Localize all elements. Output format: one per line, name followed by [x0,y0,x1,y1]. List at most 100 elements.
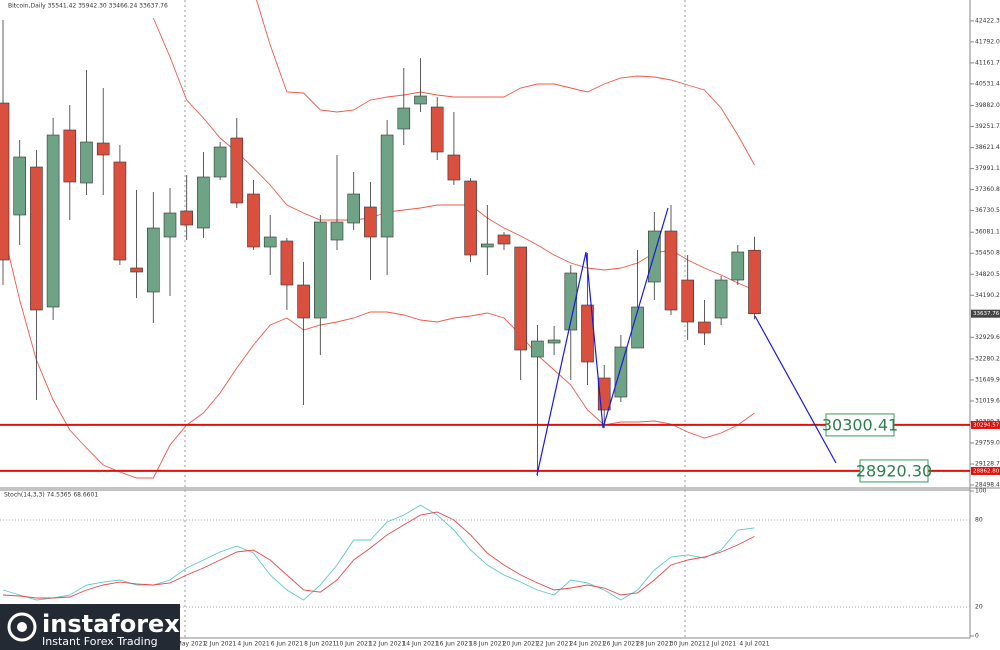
x-tick-label: 8 Jun 2021 [304,641,336,648]
candle-body [681,279,695,323]
stoch-title: Stoch(14,3,3) 74.5365 68.6601 [4,492,98,499]
candle-body [147,227,160,293]
candle-body [614,346,628,398]
x-tick-label: 28 Jun 2021 [636,641,672,648]
candle-body [664,230,678,311]
candle-body [130,267,143,273]
y-tick-label: 36081.10 [975,229,1000,236]
trend-lines [536,207,837,476]
y-tick-label: 100 [975,488,987,495]
y-tick-label: 37991.10 [975,165,1000,172]
y-tick-label: 40531.40 [975,80,1000,87]
candle-body [0,102,10,261]
candle-body [731,251,745,281]
x-tick-label: 6 Jun 2021 [271,641,303,648]
level-label-box [825,413,895,437]
candle-body [464,180,477,256]
x-tick-label: 14 Jun 2021 [402,641,438,648]
candle-body [748,249,761,314]
candle-body [30,166,43,311]
y-tick-label: 32280.20 [975,355,1000,362]
x-tick-label: 2 Jun 2021 [204,641,236,648]
indicator-line [2,229,755,479]
candle-body [631,306,644,349]
x-tick-label: 10 Jun 2021 [336,641,372,648]
logo-icon [17,622,27,632]
candle-body [531,340,544,358]
y-tick-label: 0 [975,633,979,640]
y-tick-label: 34820.50 [975,271,1000,278]
main-pane [0,0,970,479]
logo-box [0,604,180,650]
y-tick-label: 80 [975,517,983,524]
level-label-box [859,459,929,483]
candle-body [96,142,110,156]
y-tick-label: 39251.70 [975,123,1000,130]
candle-body [397,107,411,130]
x-tick-label: 4 Jul 2021 [739,641,769,648]
indicator-line [2,511,755,599]
price-box [971,309,1000,318]
level-axis-label: 30294.57 [973,422,1000,428]
y-tick-label: 37360.80 [975,186,1000,193]
y-tick-label: 34190.20 [975,292,1000,299]
x-tick-label: 16 Jun 2021 [436,641,472,648]
candle-body [247,193,260,248]
x-tick-label: 20 Jun 2021 [503,641,539,648]
candle-body [297,284,310,319]
indicator-line [2,504,755,601]
level-axis-label: 28862.80 [973,468,1000,474]
x-tick-label: 24 Jun 2021 [569,641,605,648]
y-tick-label: 41792.00 [975,38,1000,45]
candle-body [313,221,327,319]
y-tick-label: 29128.70 [975,460,1000,467]
x-tick-label: 22 Jun 2021 [536,641,572,648]
logo: instaforex Instant Forex Trading [0,604,180,650]
candle-body [213,146,227,178]
candle-body [230,137,244,204]
logo-icon [7,612,37,642]
candle-body [547,339,561,344]
y-tick-label: 41161.70 [975,59,1000,66]
y-tick-label: 39882.00 [975,102,1000,109]
indicator-line [256,0,755,166]
stoch-pane [0,504,970,608]
axes: 42422.30 41792.00 41161.70 40531.40 39882.00… [167,17,1000,648]
x-tick-label: 4 Jun 2021 [237,641,269,648]
y-tick-label: 28498.40 [975,482,1000,489]
x-tick-label: 2 Jul 2021 [706,641,736,648]
candle-body [80,141,93,184]
x-tick-label: 30 Jun 2021 [670,641,706,648]
current-price-label: 33637.76 [973,311,1000,317]
level-axis-box [971,466,1000,475]
candle-body [564,272,578,331]
candle-body [280,240,294,286]
x-tick-label: 18 Jun 2021 [469,641,505,648]
candle-body [364,206,377,238]
y-tick-label: 42422.30 [975,17,1000,24]
candle-body [480,243,494,248]
y-tick-label: 36730.50 [975,207,1000,214]
candle-body [414,95,427,105]
y-tick-label: 38621.40 [975,144,1000,151]
trend-line [536,207,669,476]
candle-body [380,134,394,238]
trend-line [754,315,837,464]
candle-body [347,193,361,224]
level-label: 28920.30 [856,461,932,480]
candle-body [714,279,728,319]
y-tick-label: 31649.90 [975,376,1000,383]
candle-body [113,161,127,261]
candle-body [698,321,711,334]
level-axis-box [971,420,1000,429]
candle-body [430,106,444,153]
y-tick-label: 29759.00 [975,439,1000,446]
candle-body [447,154,461,181]
candle-body [263,236,277,248]
candle-body [497,234,511,245]
logo-name: instaforex [42,610,180,638]
candle-body [330,221,344,241]
candle-body [13,156,26,216]
